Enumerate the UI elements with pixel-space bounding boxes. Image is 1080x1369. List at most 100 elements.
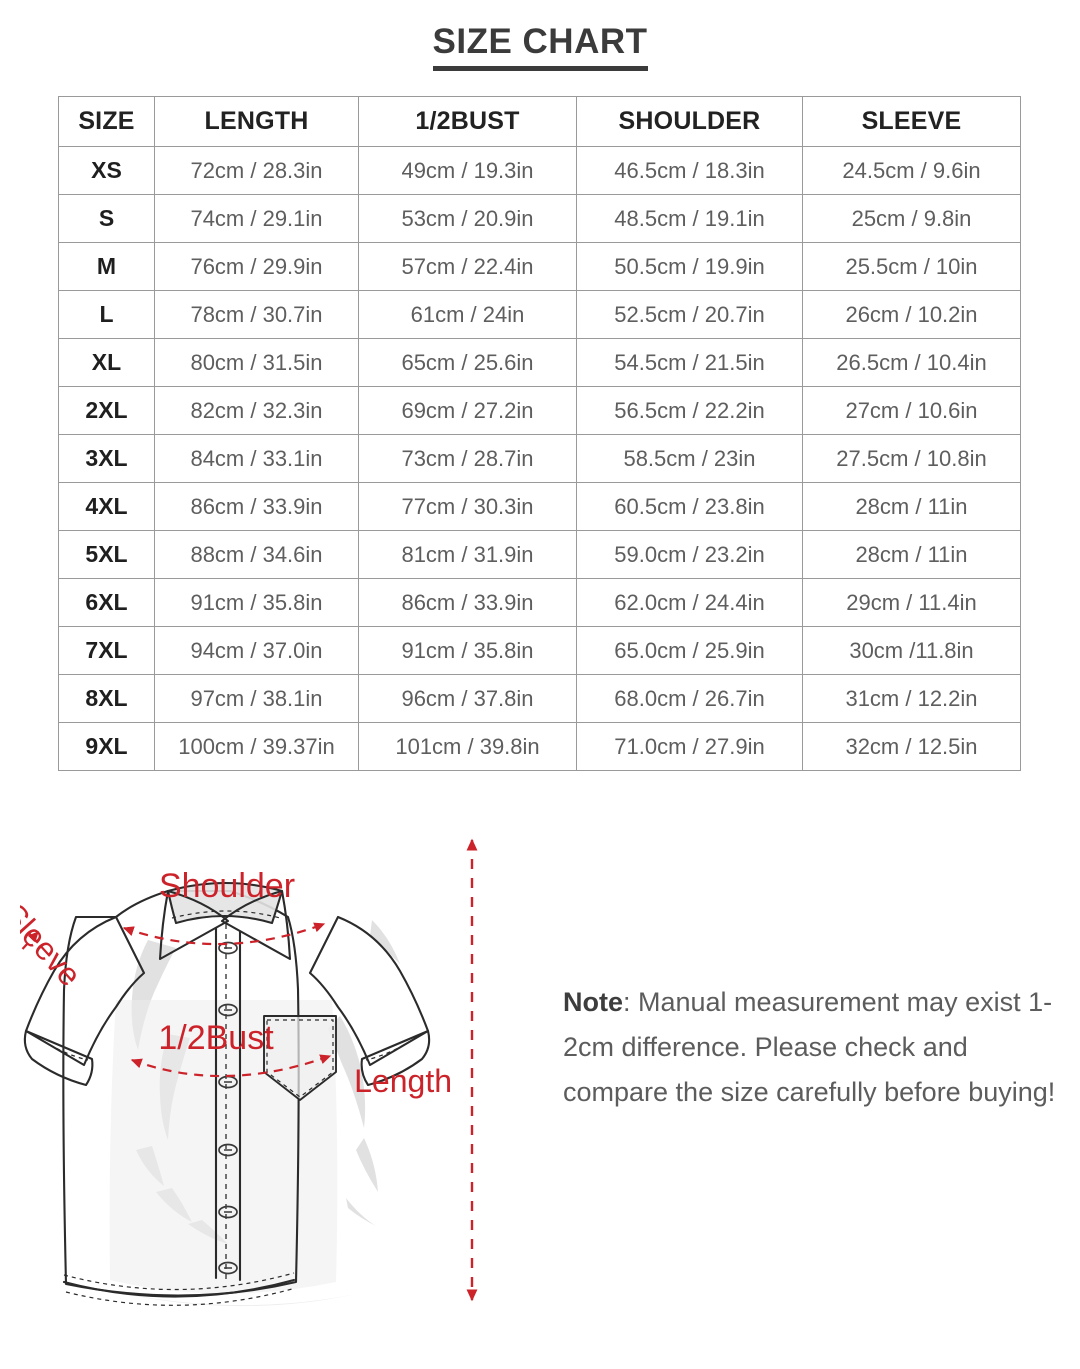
table-row: M 76cm / 29.9in 57cm / 22.4in 50.5cm / 19.9… <box>58 242 1021 291</box>
size-chart-table-body: XS 72cm / 28.3in 49cm / 19.3in 46.5cm / 18.… <box>58 146 1021 771</box>
table-cell-size: L <box>58 290 155 339</box>
table-cell-length: 86cm / 33.9in <box>154 482 359 531</box>
table-cell-shoulder: 60.5cm / 23.8in <box>576 482 803 531</box>
table-cell-shoulder: 65.0cm / 25.9in <box>576 626 803 675</box>
table-cell-sleeve: 25.5cm / 10in <box>802 242 1021 291</box>
half-bust-label: 1/2Bust <box>158 1019 274 1057</box>
table-cell-size: XS <box>58 146 155 195</box>
column-header-bust: 1/2BUST <box>358 96 577 147</box>
table-row: 9XL 100cm / 39.37in 101cm / 39.8in 71.0cm /… <box>58 722 1021 771</box>
shoulder-label: Shoulder <box>159 867 295 905</box>
table-row: 6XL 91cm / 35.8in 86cm / 33.9in 62.0cm / 24… <box>58 578 1021 627</box>
table-cell-size: S <box>58 194 155 243</box>
table-cell-size: 2XL <box>58 386 155 435</box>
table-row: 2XL 82cm / 32.3in 69cm / 27.2in 56.5cm / 22… <box>58 386 1021 435</box>
shirt-measurement-diagram: Shoulder 1/2Bust Sleeve Length <box>20 838 478 1307</box>
table-cell-shoulder: 56.5cm / 22.2in <box>576 386 803 435</box>
size-chart-table: SIZE LENGTH 1/2BUST SHOULDER SLEEVE XS 72… <box>58 96 1021 771</box>
table-cell-sleeve: 27.5cm / 10.8in <box>802 434 1021 483</box>
table-cell-sleeve: 27cm / 10.6in <box>802 386 1021 435</box>
table-cell-sleeve: 28cm / 11in <box>802 482 1021 531</box>
table-cell-length: 94cm / 37.0in <box>154 626 359 675</box>
table-cell-length: 82cm / 32.3in <box>154 386 359 435</box>
shirt-stitching <box>35 910 419 1306</box>
table-cell-length: 91cm / 35.8in <box>154 578 359 627</box>
table-cell-size: 9XL <box>58 722 155 771</box>
table-cell-shoulder: 52.5cm / 20.7in <box>576 290 803 339</box>
shoulder-measure-arrow <box>122 922 326 946</box>
table-cell-bust: 49cm / 19.3in <box>358 146 577 195</box>
table-row: 4XL 86cm / 33.9in 77cm / 30.3in 60.5cm / 23… <box>58 482 1021 531</box>
measurement-diagram-area: Shoulder 1/2Bust Sleeve Length Note: Man… <box>0 820 1080 1369</box>
table-cell-sleeve: 32cm / 12.5in <box>802 722 1021 771</box>
table-cell-size: M <box>58 242 155 291</box>
table-cell-size: 7XL <box>58 626 155 675</box>
table-cell-bust: 65cm / 25.6in <box>358 338 577 387</box>
sleeve-measure-arrow <box>20 931 39 1001</box>
table-cell-length: 74cm / 29.1in <box>154 194 359 243</box>
table-cell-sleeve: 24.5cm / 9.6in <box>802 146 1021 195</box>
table-cell-length: 84cm / 33.1in <box>154 434 359 483</box>
table-row: L 78cm / 30.7in 61cm / 24in 52.5cm / 20.7in… <box>58 290 1021 339</box>
table-row: XS 72cm / 28.3in 49cm / 19.3in 46.5cm / 18.… <box>58 146 1021 195</box>
table-cell-sleeve: 26.5cm / 10.4in <box>802 338 1021 387</box>
table-cell-shoulder: 62.0cm / 24.4in <box>576 578 803 627</box>
size-chart-table-container: SIZE LENGTH 1/2BUST SHOULDER SLEEVE XS 72… <box>58 96 1021 771</box>
table-cell-bust: 81cm / 31.9in <box>358 530 577 579</box>
table-cell-shoulder: 48.5cm / 19.1in <box>576 194 803 243</box>
table-cell-length: 88cm / 34.6in <box>154 530 359 579</box>
table-cell-length: 80cm / 31.5in <box>154 338 359 387</box>
table-cell-size: 5XL <box>58 530 155 579</box>
table-cell-size: 6XL <box>58 578 155 627</box>
table-cell-bust: 101cm / 39.8in <box>358 722 577 771</box>
table-cell-bust: 57cm / 22.4in <box>358 242 577 291</box>
table-cell-bust: 73cm / 28.7in <box>358 434 577 483</box>
table-row: 5XL 88cm / 34.6in 81cm / 31.9in 59.0cm / 23… <box>58 530 1021 579</box>
table-cell-bust: 77cm / 30.3in <box>358 482 577 531</box>
title-block: SIZE CHART <box>0 24 1080 71</box>
table-row: XL 80cm / 31.5in 65cm / 25.6in 54.5cm / 21.… <box>58 338 1021 387</box>
length-label: Length <box>354 1063 452 1099</box>
table-cell-shoulder: 54.5cm / 21.5in <box>576 338 803 387</box>
half-bust-measure-arrow <box>130 1054 332 1078</box>
table-cell-size: 4XL <box>58 482 155 531</box>
table-cell-size: XL <box>58 338 155 387</box>
table-row: 7XL 94cm / 37.0in 91cm / 35.8in 65.0cm / 25… <box>58 626 1021 675</box>
table-row: 3XL 84cm / 33.1in 73cm / 28.7in 58.5cm / 23… <box>58 434 1021 483</box>
column-header-length: LENGTH <box>154 96 359 147</box>
table-cell-shoulder: 71.0cm / 27.9in <box>576 722 803 771</box>
table-cell-sleeve: 25cm / 9.8in <box>802 194 1021 243</box>
table-cell-length: 76cm / 29.9in <box>154 242 359 291</box>
table-row: 8XL 97cm / 38.1in 96cm / 37.8in 68.0cm / 26… <box>58 674 1021 723</box>
table-cell-sleeve: 31cm / 12.2in <box>802 674 1021 723</box>
note-text: : Manual measurement may exist 1-2cm dif… <box>563 987 1056 1107</box>
table-row: S 74cm / 29.1in 53cm / 20.9in 48.5cm / 19.1… <box>58 194 1021 243</box>
table-cell-sleeve: 28cm / 11in <box>802 530 1021 579</box>
table-cell-shoulder: 50.5cm / 19.9in <box>576 242 803 291</box>
table-cell-sleeve: 30cm /11.8in <box>802 626 1021 675</box>
table-cell-bust: 96cm / 37.8in <box>358 674 577 723</box>
table-cell-bust: 91cm / 35.8in <box>358 626 577 675</box>
column-header-shoulder: SHOULDER <box>576 96 803 147</box>
table-cell-sleeve: 29cm / 11.4in <box>802 578 1021 627</box>
column-header-size: SIZE <box>58 96 155 147</box>
measurement-note: Note: Manual measurement may exist 1-2cm… <box>563 980 1058 1115</box>
page-title: SIZE CHART <box>432 24 648 71</box>
table-cell-bust: 86cm / 33.9in <box>358 578 577 627</box>
table-cell-bust: 53cm / 20.9in <box>358 194 577 243</box>
table-cell-bust: 69cm / 27.2in <box>358 386 577 435</box>
shirt-button-holes <box>224 947 232 1269</box>
table-cell-size: 3XL <box>58 434 155 483</box>
table-cell-size: 8XL <box>58 674 155 723</box>
table-cell-bust: 61cm / 24in <box>358 290 577 339</box>
table-cell-shoulder: 59.0cm / 23.2in <box>576 530 803 579</box>
table-cell-length: 78cm / 30.7in <box>154 290 359 339</box>
table-cell-shoulder: 68.0cm / 26.7in <box>576 674 803 723</box>
table-cell-sleeve: 26cm / 10.2in <box>802 290 1021 339</box>
table-cell-shoulder: 46.5cm / 18.3in <box>576 146 803 195</box>
table-cell-length: 100cm / 39.37in <box>154 722 359 771</box>
table-cell-shoulder: 58.5cm / 23in <box>576 434 803 483</box>
table-cell-length: 72cm / 28.3in <box>154 146 359 195</box>
note-label: Note <box>563 987 623 1017</box>
table-header-row: SIZE LENGTH 1/2BUST SHOULDER SLEEVE <box>58 96 1021 147</box>
